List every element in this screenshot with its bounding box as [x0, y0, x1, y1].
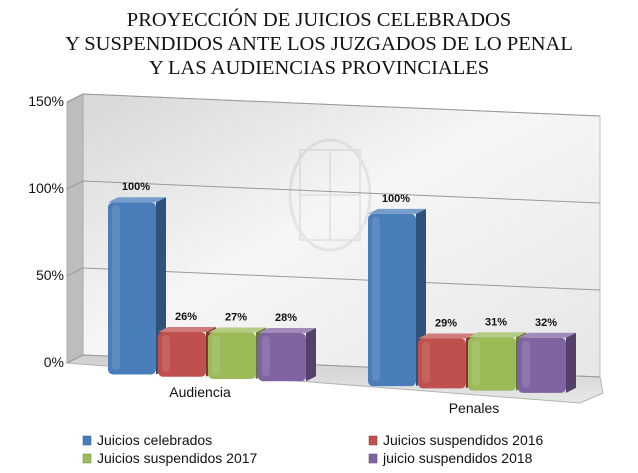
legend-label: Juicios suspendidos 2016	[383, 432, 544, 448]
legend-item: Juicios suspendidos 2016	[368, 432, 544, 448]
x-tick-label: Audiencia	[169, 384, 231, 400]
bar	[258, 328, 316, 382]
legend-label: juicio suspendidos 2018	[382, 450, 533, 466]
legend-label: Juicios celebrados	[97, 432, 212, 448]
bar-top	[108, 197, 166, 203]
bar-top	[518, 332, 576, 338]
data-label: 31%	[485, 316, 507, 328]
data-label: 26%	[175, 311, 197, 323]
legend-item: Juicios celebrados	[82, 432, 212, 448]
x-tick-label: Penales	[449, 400, 500, 416]
legend: Juicios celebrados Juicios suspendidos 20…	[82, 432, 544, 466]
gridline	[82, 267, 601, 291]
legend-swatch	[82, 435, 92, 446]
gridline	[82, 93, 601, 117]
bar-side	[306, 328, 316, 382]
side-wall	[66, 93, 84, 364]
data-label: 28%	[275, 312, 297, 324]
y-tick-label: 0%	[44, 354, 64, 370]
bar-highlight	[422, 341, 430, 384]
bar	[418, 333, 476, 389]
bar-side	[566, 332, 576, 393]
y-tick-label: 150%	[28, 93, 64, 109]
watermark-emblem	[288, 138, 372, 252]
bar	[158, 326, 216, 377]
x-axis: Audiencia Penales	[169, 384, 499, 416]
bar	[468, 332, 526, 391]
legend-swatch	[368, 435, 378, 446]
y-tick-label: 100%	[28, 180, 64, 196]
bar-top	[208, 327, 266, 333]
legend-label: Juicios suspendidos 2017	[97, 450, 258, 466]
bar-highlight	[472, 340, 480, 386]
bar-top	[368, 208, 426, 214]
gridline-side	[66, 354, 84, 364]
bar-highlight	[262, 336, 270, 377]
data-label: 32%	[535, 317, 557, 329]
gridline-side	[66, 93, 84, 103]
data-labels: 100% 26% 27% 28% 100% 29% 31% 32%	[122, 181, 557, 329]
chart-title-line-1: PROYECCIÓN DE JUICIOS CELEBRADOS	[126, 9, 512, 31]
chart-title: PROYECCIÓN DE JUICIOS CELEBRADOS Y SUSPE…	[0, 8, 638, 80]
gridline-side	[66, 267, 84, 277]
legend-item: Juicios suspendidos 2017	[82, 450, 258, 466]
legend-swatch	[82, 453, 92, 464]
bar	[368, 208, 426, 387]
bar-highlight	[372, 216, 380, 382]
emblem-shield-inner	[299, 149, 361, 241]
chart-title-line-2: Y SUSPENDIDOS ANTE LOS JUZGADOS DE LO PE…	[65, 33, 573, 55]
bar-highlight	[112, 205, 120, 370]
emblem-shield-shape	[288, 138, 372, 252]
data-label: 100%	[382, 193, 410, 205]
data-label: 27%	[225, 311, 247, 323]
data-label: 100%	[122, 181, 150, 193]
gridline-side	[66, 180, 84, 190]
y-axis: 0% 50% 100% 150%	[28, 93, 64, 370]
bar-highlight	[522, 340, 530, 388]
bar-highlight	[212, 335, 220, 374]
bar-top	[468, 332, 526, 338]
legend-swatch	[368, 453, 378, 464]
bar	[518, 332, 576, 393]
data-label: 29%	[435, 317, 457, 329]
legend-item: juicio suspendidos 2018	[368, 450, 533, 466]
bar	[208, 327, 266, 379]
y-tick-label: 50%	[36, 267, 64, 283]
bar-top	[158, 326, 216, 332]
bar-highlight	[162, 334, 170, 372]
gridline	[82, 180, 601, 204]
chart-title-line-3: Y LAS AUDIENCIAS PROVINCIALES	[148, 57, 490, 79]
bar-top	[258, 328, 316, 334]
bars	[108, 197, 576, 393]
bar-top	[418, 333, 476, 339]
bar	[108, 197, 166, 375]
